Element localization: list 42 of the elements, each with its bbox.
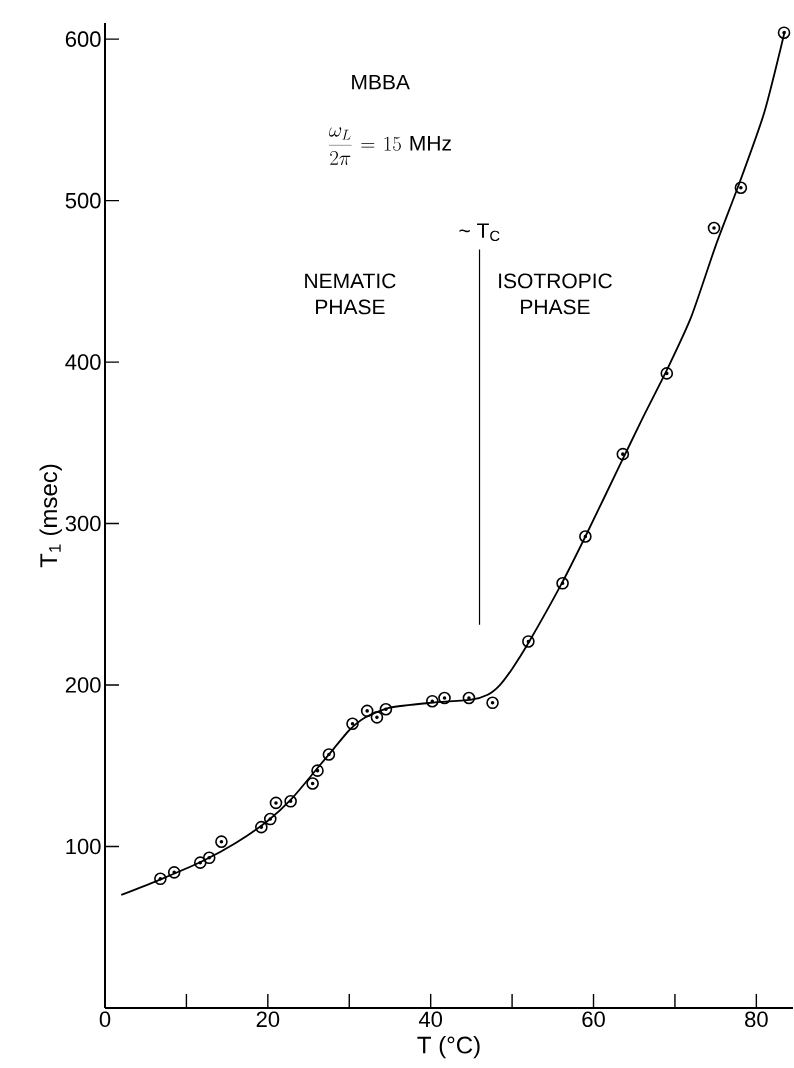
- point: [370, 711, 384, 724]
- point: [284, 795, 297, 808]
- point: [360, 704, 374, 718]
- x-tick-label: 40: [418, 1011, 443, 1028]
- annotation: NEMATIC PHASE: [305, 273, 396, 315]
- point: [322, 748, 336, 761]
- x-tick-label: 0: [99, 1011, 111, 1028]
- point: [306, 777, 319, 790]
- point: [438, 691, 451, 705]
- ref-line-label: ~ T$_{C}$: [459, 223, 500, 242]
- point: [462, 691, 476, 705]
- x-tick-label: 20: [256, 1011, 280, 1028]
- point: [269, 796, 283, 810]
- point: [346, 717, 359, 731]
- point: [426, 694, 439, 708]
- x-tick-label: 80: [745, 1011, 768, 1028]
- y-tick-label: 400: [65, 354, 101, 370]
- point: [777, 26, 791, 39]
- y-axis-title: T$_{1}$ (msec): [39, 464, 62, 568]
- y-tick-label: 600: [65, 31, 101, 47]
- x-tick-label: 60: [582, 1011, 605, 1028]
- point: [215, 835, 228, 848]
- y-tick-label: 200: [65, 677, 101, 693]
- point: [379, 702, 393, 716]
- point: [154, 872, 167, 886]
- point: [486, 696, 499, 710]
- x-axis-title: T (°C): [417, 1035, 480, 1059]
- annotation: $\frac{\omega_{L}}{2\pi} = 15\ \mathrm{MHz}$: [328, 127, 451, 165]
- y-tick-label: 300: [65, 515, 101, 532]
- point: [202, 851, 216, 865]
- y-tick-label: 500: [65, 192, 101, 209]
- annotation: MBBA: [352, 74, 410, 90]
- annotation: ISOTROPIC PHASE: [499, 273, 612, 315]
- point: [311, 764, 324, 777]
- y-tick-label: 100: [66, 838, 101, 855]
- point: [556, 577, 569, 590]
- point: [616, 447, 630, 461]
- point: [167, 866, 181, 879]
- point: [255, 820, 268, 834]
- point: [707, 221, 721, 235]
- point: [734, 181, 748, 194]
- point: [579, 530, 592, 543]
